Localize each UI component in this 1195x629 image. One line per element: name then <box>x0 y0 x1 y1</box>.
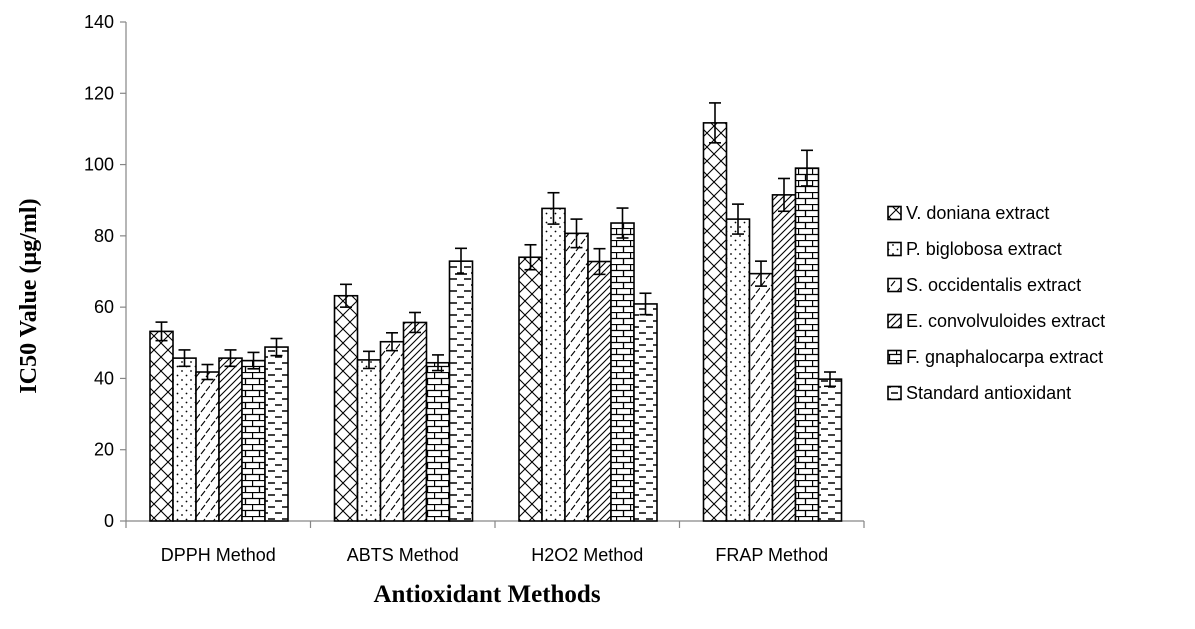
bar <box>149 330 174 522</box>
bar <box>702 122 728 522</box>
bar <box>725 218 751 522</box>
bar <box>564 232 589 522</box>
bar <box>356 359 382 522</box>
x-axis-title: Antioxidant Methods <box>373 581 600 608</box>
y-tick-label: 140 <box>84 12 114 32</box>
legend-label: V. doniana extract <box>906 203 1049 223</box>
legend-label: F. gnaphalocarpa extract <box>906 347 1103 367</box>
bar <box>541 207 566 522</box>
bar <box>448 260 474 522</box>
legend-label: S. occidentalis extract <box>906 275 1081 295</box>
legend-label: E. convolvuloides extract <box>906 311 1105 331</box>
bar <box>518 256 543 522</box>
y-tick-label: 0 <box>104 511 114 531</box>
bar <box>633 303 658 522</box>
bar <box>748 272 774 522</box>
bar <box>817 378 843 522</box>
bar <box>402 321 428 522</box>
y-tick-label: 20 <box>94 440 114 460</box>
x-tick-label: ABTS Method <box>347 545 459 565</box>
bar <box>771 194 797 522</box>
legend-swatch <box>887 205 902 221</box>
bar <box>610 222 635 522</box>
legend-swatch <box>887 313 902 329</box>
bar <box>333 294 359 522</box>
y-axis-title: IC50 Value (µg/ml) <box>16 198 42 393</box>
legend-swatch <box>887 385 902 401</box>
y-tick-label: 80 <box>94 226 114 246</box>
y-tick-label: 40 <box>94 368 114 388</box>
bar <box>264 346 289 522</box>
y-tick-label: 60 <box>94 297 114 317</box>
y-tick-label: 100 <box>84 155 114 175</box>
bar <box>794 167 820 522</box>
bar <box>172 357 197 522</box>
bar <box>195 371 220 522</box>
x-tick-label: DPPH Method <box>161 545 276 565</box>
y-axis-title-text: IC50 Value (µg/ml) <box>16 198 42 393</box>
legend-label: P. biglobosa extract <box>906 239 1062 259</box>
y-tick-label: 120 <box>84 83 114 103</box>
plot-area: 0 20 40 60 80 100 120 140 DPPH Method ABTS Method… <box>84 12 865 565</box>
x-tick-label: FRAP Method <box>715 545 828 565</box>
x-tick-label: H2O2 Method <box>531 545 643 565</box>
bar <box>587 260 612 522</box>
legend-label: Standard antioxidant <box>906 383 1071 403</box>
legend-swatch <box>887 349 902 365</box>
bar <box>425 361 451 522</box>
bar <box>379 340 405 522</box>
legend-swatch <box>887 241 902 257</box>
legend: V. doniana extract P. biglobosa extract S.… <box>887 203 1105 403</box>
legend-swatch <box>887 277 902 293</box>
bar <box>218 357 243 522</box>
bar <box>241 359 266 522</box>
